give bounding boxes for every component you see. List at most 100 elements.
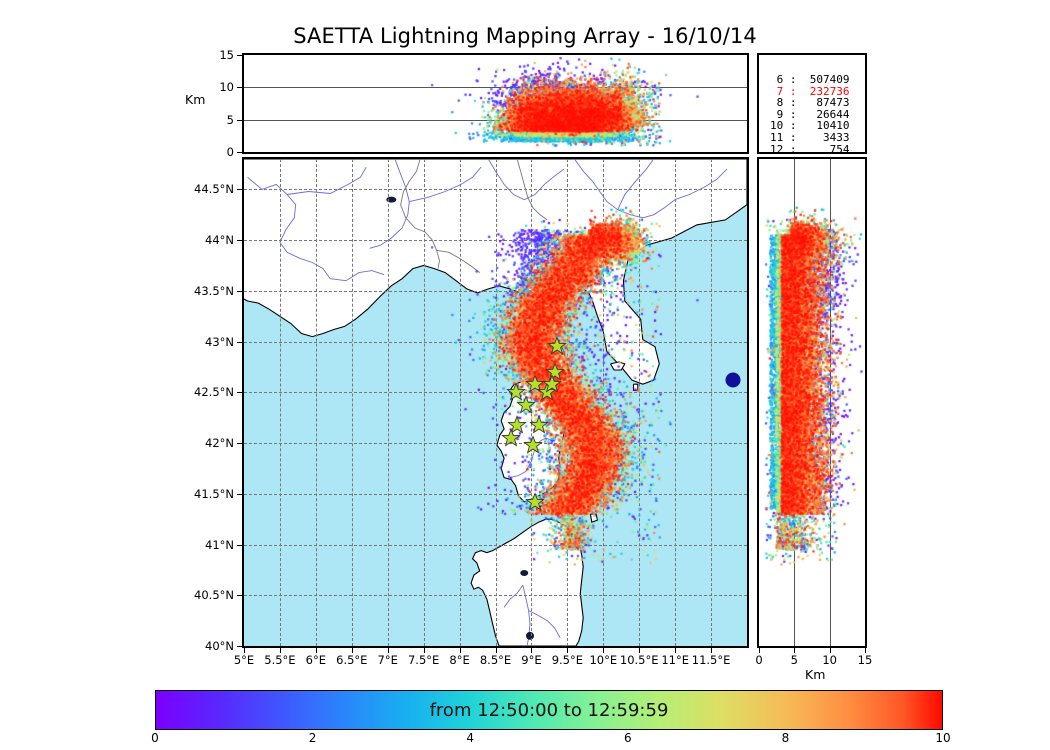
station-marker	[516, 395, 536, 414]
top-panel-y-tick: 0	[226, 145, 234, 159]
tick	[237, 443, 242, 445]
tick	[829, 648, 831, 653]
station-marker	[506, 382, 526, 402]
station-count-list: 6 : 507409 7 : 232736 8 : 87473 9 : 2664…	[770, 73, 850, 154]
station-marker	[545, 362, 565, 382]
tick	[759, 648, 760, 653]
legend-row: 9 : 26644	[770, 107, 850, 121]
map-lon-tick: 8.5°E	[479, 653, 512, 667]
legend-row: 11 : 3433	[770, 130, 850, 144]
map-lat-tick: 41.5°N	[194, 486, 234, 501]
map-lon-tick: 10.5°E	[619, 653, 659, 667]
tick	[423, 648, 425, 653]
map-lon-tick: 9°E	[521, 653, 542, 667]
top-panel-y-tick: 15	[219, 48, 234, 62]
map-lat-tick: 40°N	[205, 639, 234, 653]
tick	[237, 646, 242, 647]
map-lat-tick: 40.5°N	[194, 588, 234, 603]
lightning-sources-latitude-altitude	[759, 159, 865, 646]
map-lat-tick: 43.5°N	[194, 283, 234, 298]
station-marker	[507, 415, 527, 434]
legend-row: 8 : 87473	[770, 96, 850, 110]
tick	[237, 392, 242, 394]
map-lon-tick: 5°E	[233, 653, 255, 667]
station-marker	[523, 435, 543, 455]
map-lat-tick: 43°N	[205, 334, 234, 349]
tick	[794, 648, 796, 653]
page-title: SAETTA Lightning Mapping Array - 16/10/1…	[293, 24, 757, 48]
map-panel	[242, 157, 749, 648]
legend-row: 10 : 10410	[770, 119, 850, 133]
tick	[603, 648, 605, 653]
map-lon-tick: 11.5°E	[691, 653, 731, 667]
altitude-longitude-panel	[242, 53, 749, 154]
colorbar-tick: 6	[623, 731, 632, 745]
map-lat-tick: 42°N	[205, 436, 234, 451]
map-lon-tick: 7°E	[377, 653, 398, 667]
map-lon-tick: 6.5°E	[336, 653, 368, 667]
tick	[567, 648, 569, 653]
colorbar-tick: 2	[308, 731, 317, 745]
colorbar-gradient	[155, 690, 943, 730]
map-lon-tick: 9.5°E	[551, 653, 583, 667]
map-lat-tick: 42.5°N	[194, 385, 234, 400]
lightning-sources-map	[244, 159, 747, 646]
tick	[237, 119, 242, 121]
map-lon-tick: 7.5°E	[407, 653, 440, 667]
tick	[237, 240, 242, 242]
tick	[237, 544, 242, 546]
map-lon-tick: 8°E	[449, 653, 470, 667]
side-panel-axis-title: Km	[805, 667, 826, 682]
top-panel-axis-title: Km	[185, 92, 206, 107]
tick	[315, 648, 317, 653]
station-marker	[525, 374, 545, 394]
map-lat-tick: 41°N	[205, 537, 234, 552]
tick	[237, 152, 242, 153]
tick	[279, 648, 281, 653]
legend-row: 7 : 232736	[770, 84, 850, 98]
reference-point-marker	[725, 372, 741, 388]
station-marker	[547, 336, 567, 355]
tick	[495, 648, 497, 653]
tick	[531, 648, 533, 653]
side-panel-x-tick: 5	[790, 653, 798, 667]
tick	[244, 648, 245, 653]
colorbar-time-label: from 12:50:00 to 12:59:59	[429, 699, 669, 721]
map-lon-tick: 10°E	[589, 653, 618, 667]
top-panel-y-tick: 5	[226, 112, 234, 127]
legend-row: 12 : 754	[770, 142, 850, 154]
tick	[351, 648, 353, 653]
colorbar-tick: 4	[466, 731, 475, 745]
map-lon-tick: 11°E	[661, 653, 689, 667]
colorbar-tick: 10	[935, 731, 951, 745]
tick	[639, 648, 641, 653]
side-panel-x-tick: 0	[755, 653, 763, 667]
colorbar-tick: 8	[781, 731, 790, 745]
legend-row: 6 : 507409	[770, 73, 850, 86]
tick	[675, 648, 677, 653]
map-lon-tick: 5.5°E	[264, 653, 296, 667]
map-lat-tick: 44°N	[205, 233, 234, 248]
station-marker	[542, 374, 562, 394]
station-count-legend: 6 : 507409 7 : 232736 8 : 87473 9 : 2664…	[757, 53, 867, 154]
station-marker	[529, 415, 549, 434]
tick	[237, 55, 242, 56]
tick	[237, 341, 242, 343]
map-lon-tick: 6°E	[305, 653, 327, 667]
station-markers	[244, 159, 747, 646]
side-panel-x-tick: 15	[857, 653, 873, 667]
station-marker	[501, 428, 521, 448]
tick	[237, 290, 242, 292]
latitude-altitude-panel	[757, 157, 867, 648]
colorbar-tick: 0	[151, 731, 159, 745]
tick	[459, 648, 461, 653]
tick	[865, 648, 866, 653]
colorbar: from 12:50:00 to 12:59:59 0 2 4 6 8 10	[151, 690, 951, 745]
station-marker	[525, 492, 545, 511]
tick	[237, 595, 242, 597]
map-lat-tick: 44.5°N	[194, 182, 234, 197]
tick	[237, 87, 242, 89]
tick	[237, 189, 242, 191]
tick	[237, 493, 242, 495]
side-panel-x-tick: 10	[822, 653, 837, 667]
